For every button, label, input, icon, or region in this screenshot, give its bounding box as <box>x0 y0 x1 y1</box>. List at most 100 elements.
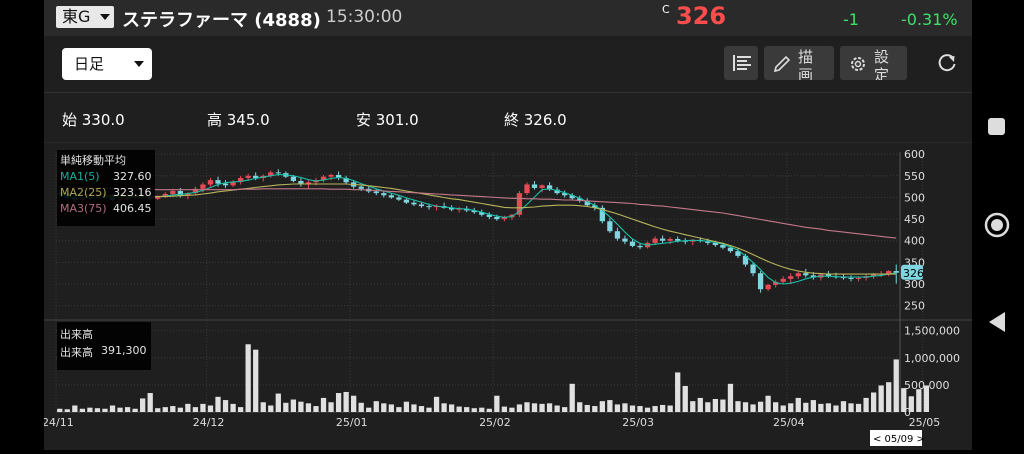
volume-bar <box>441 403 447 412</box>
open-value: 始 330.0 <box>62 111 125 129</box>
candle-body <box>577 198 583 201</box>
candle-body <box>569 195 575 199</box>
candle-body <box>622 238 628 242</box>
volume-bar <box>351 395 357 412</box>
volume-bar <box>79 408 86 412</box>
volume-bar <box>207 405 214 412</box>
volume-bar <box>531 403 538 412</box>
candle-body <box>810 275 816 278</box>
candle-body <box>396 197 402 200</box>
date-tick-label: 25/02 <box>479 416 511 429</box>
volume-bar <box>840 401 847 412</box>
indicator-list-button[interactable] <box>724 46 758 80</box>
volume-bar <box>102 408 108 412</box>
candle-body <box>795 273 801 277</box>
volume-bar <box>577 402 583 412</box>
volume-bar <box>795 397 801 412</box>
settings-button[interactable]: 設定 <box>840 46 907 80</box>
ma3-value: 406.45 <box>113 202 152 215</box>
volume-bar <box>448 404 455 412</box>
candle-body <box>207 180 214 185</box>
volume-bar <box>659 404 666 412</box>
candle-body <box>373 191 379 194</box>
volume-bar <box>494 395 500 412</box>
candle-body <box>471 210 477 213</box>
refresh-icon[interactable] <box>936 52 958 74</box>
candle-body <box>637 245 643 248</box>
volume-bar <box>667 405 673 412</box>
volume-bar <box>132 408 138 412</box>
volume-bar <box>546 403 553 412</box>
candle-body <box>765 284 771 290</box>
candle-body <box>192 188 199 194</box>
back-icon[interactable] <box>989 312 1005 332</box>
volume-tick-label: 0 <box>904 406 911 419</box>
volume-bar <box>554 405 560 412</box>
volume-tick-label: 1,500,000 <box>904 325 960 338</box>
candle-body <box>162 193 168 197</box>
gear-icon <box>851 57 865 71</box>
candle-body <box>516 193 523 215</box>
draw-button[interactable]: 描画 <box>764 46 834 80</box>
candle-body <box>735 251 741 256</box>
system-nav-bar <box>972 0 1024 450</box>
price-tick-label: 300 <box>904 278 925 291</box>
pencil-icon <box>773 55 791 73</box>
volume-bar <box>727 383 734 412</box>
volume-bar <box>328 402 334 412</box>
candle-body <box>531 184 538 188</box>
volume-bar <box>260 402 266 412</box>
ma-legend-title: 単純移動平均 <box>60 154 126 167</box>
volume-bar <box>750 404 756 412</box>
volume-bar <box>810 400 816 412</box>
candle-body <box>614 231 621 239</box>
settings-button-label: 設定 <box>874 48 896 80</box>
candle-body <box>328 174 334 177</box>
chevron-down-icon <box>134 61 144 67</box>
volume-bar <box>855 403 862 412</box>
volume-bar <box>742 402 749 412</box>
volume-bar <box>908 396 914 412</box>
stock-chart-screen: 東G ステラファーマ (4888) 15:30:00 C 326 -1 -0.3… <box>44 0 972 450</box>
ma3-line <box>59 186 897 239</box>
volume-bar <box>245 344 251 412</box>
volume-bar <box>690 401 696 412</box>
price-chart[interactable]: 2503003504004505005506000500,0001,000,00… <box>44 142 972 450</box>
recent-apps-icon[interactable] <box>988 118 1005 135</box>
volume-bar <box>486 408 492 412</box>
volume-bar <box>170 406 176 412</box>
ma1-value: 327.60 <box>113 170 152 183</box>
candle-body <box>155 196 161 199</box>
list-icon <box>733 55 751 71</box>
candle-body <box>290 176 297 182</box>
candle-body <box>305 182 312 185</box>
period-select[interactable]: 日足 <box>62 48 152 80</box>
chevron-down-icon <box>100 14 110 20</box>
volume-bar <box>403 401 410 412</box>
market-select[interactable]: 東G <box>56 6 114 28</box>
candle-body <box>215 180 221 184</box>
candle-body <box>652 238 658 243</box>
candle-body <box>222 183 229 186</box>
candle-body <box>275 172 281 174</box>
volume-bar <box>147 393 153 412</box>
volume-bar <box>162 407 168 412</box>
price-change-percent: -0.31% <box>901 10 958 29</box>
candle-body <box>870 274 877 277</box>
volume-bar <box>569 383 575 412</box>
volume-bar <box>509 407 515 412</box>
volume-bar <box>501 406 508 412</box>
volume-bar <box>396 407 402 412</box>
volume-bar <box>155 408 161 412</box>
volume-bar <box>644 407 651 412</box>
volume-legend-title: 出来高 <box>60 328 93 341</box>
volume-bar <box>298 401 304 412</box>
volume-bar <box>592 406 598 412</box>
candle-body <box>546 185 553 190</box>
current-price: 326 <box>676 2 727 30</box>
candle-body <box>494 216 500 220</box>
volume-bar <box>863 397 869 412</box>
candle-body <box>486 214 492 217</box>
volume-bar <box>803 402 809 412</box>
home-icon[interactable] <box>984 212 1010 238</box>
